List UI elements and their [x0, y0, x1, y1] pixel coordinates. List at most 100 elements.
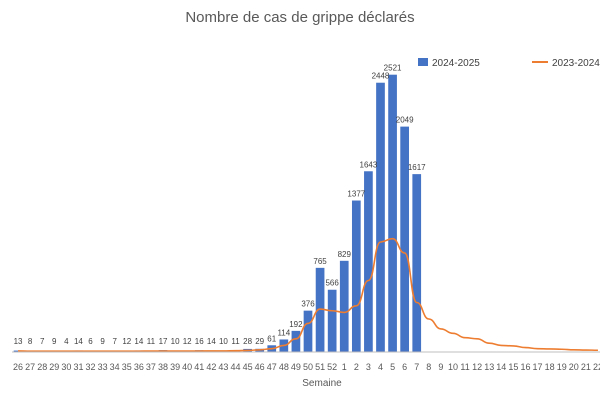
x-tick-1: 1 [342, 362, 347, 372]
data-label-31: 14 [74, 337, 83, 346]
x-tick-43: 43 [218, 362, 228, 372]
line-2023-2024 [18, 237, 598, 352]
x-tick-30: 30 [61, 362, 71, 372]
bar-2 [351, 200, 361, 352]
data-label-29: 9 [52, 337, 57, 346]
data-label-27: 8 [28, 337, 33, 346]
bar-6 [400, 126, 410, 352]
data-label-26: 13 [14, 337, 23, 346]
x-tick-8: 8 [426, 362, 431, 372]
x-tick-4: 4 [378, 362, 383, 372]
x-tick-33: 33 [98, 362, 108, 372]
data-label-34: 7 [112, 337, 117, 346]
data-label-42: 14 [207, 337, 216, 346]
x-tick-49: 49 [291, 362, 301, 372]
x-tick-9: 9 [438, 362, 443, 372]
bar-51 [315, 267, 325, 352]
legend-swatch-2024-2025 [418, 58, 428, 66]
x-axis-title: Semaine [302, 378, 342, 389]
x-tick-2: 2 [354, 362, 359, 372]
data-label-44: 11 [231, 337, 240, 346]
x-tick-36: 36 [134, 362, 144, 372]
data-label-7: 1617 [408, 163, 426, 172]
data-label-38: 17 [159, 337, 168, 346]
x-tick-48: 48 [279, 362, 289, 372]
x-tick-21: 21 [581, 362, 591, 372]
x-tick-40: 40 [182, 362, 192, 372]
data-label-33: 9 [100, 337, 105, 346]
legend-label-2024-2025: 2024-2025 [432, 58, 480, 69]
x-tick-6: 6 [402, 362, 407, 372]
x-tick-35: 35 [122, 362, 132, 372]
x-tick-41: 41 [194, 362, 204, 372]
data-label-48: 114 [277, 328, 290, 337]
data-label-35: 12 [122, 337, 131, 346]
legend-label-2023-2024: 2023-2024 [552, 58, 600, 69]
x-tick-50: 50 [303, 362, 313, 372]
bar-4 [376, 82, 385, 352]
data-label-32: 6 [88, 337, 93, 346]
data-label-46: 29 [255, 337, 264, 346]
line-layer [18, 237, 598, 352]
data-label-36: 14 [134, 337, 143, 346]
data-label-50: 376 [301, 300, 315, 309]
data-label-37: 11 [147, 337, 156, 346]
data-label-43: 10 [219, 337, 228, 346]
x-tick-14: 14 [496, 362, 506, 372]
bar-1 [339, 260, 349, 352]
x-tick-51: 51 [315, 362, 325, 372]
bar-50 [303, 310, 313, 352]
bar-52 [327, 289, 337, 352]
data-label-39: 10 [171, 337, 180, 346]
x-tick-34: 34 [110, 362, 120, 372]
data-label-3: 1643 [360, 160, 378, 169]
x-tick-labels: 26 27 28 29 30 31 32 33 34 35 36 37 38 39 40 41 42 43 44 45… [13, 362, 600, 372]
data-label-52: 566 [325, 279, 339, 288]
bar-49 [291, 330, 301, 352]
x-tick-32: 32 [86, 362, 96, 372]
bars-layer [13, 74, 422, 353]
x-tick-28: 28 [37, 362, 47, 372]
data-label-49: 192 [289, 320, 303, 329]
x-tick-18: 18 [545, 362, 555, 372]
data-label-51: 765 [313, 257, 327, 266]
x-tick-38: 38 [158, 362, 168, 372]
x-tick-7: 7 [414, 362, 419, 372]
x-tick-45: 45 [243, 362, 253, 372]
data-label-4: 2448 [372, 72, 390, 81]
x-tick-37: 37 [146, 362, 156, 372]
bar-3 [364, 171, 373, 352]
x-tick-31: 31 [73, 362, 83, 372]
x-tick-17: 17 [533, 362, 543, 372]
x-tick-19: 19 [557, 362, 567, 372]
data-label-45: 28 [243, 337, 252, 346]
data-label-47: 61 [267, 334, 276, 343]
x-tick-27: 27 [25, 362, 35, 372]
x-tick-22: 22 [593, 362, 600, 372]
x-tick-52: 52 [327, 362, 337, 372]
data-label-1: 829 [338, 250, 352, 259]
bar-5 [388, 74, 397, 352]
data-label-41: 16 [195, 337, 204, 346]
x-tick-46: 46 [255, 362, 265, 372]
x-tick-16: 16 [520, 362, 530, 372]
x-tick-20: 20 [569, 362, 579, 372]
data-label-28: 7 [40, 337, 45, 346]
x-tick-5: 5 [390, 362, 395, 372]
legend: 2024-2025 2023-2024 [418, 58, 600, 69]
chart-title: Nombre de cas de grippe déclarés [185, 9, 414, 26]
data-label-5: 2521 [384, 64, 402, 73]
x-tick-15: 15 [508, 362, 518, 372]
data-label-2: 1377 [347, 190, 365, 199]
data-labels: 13 8 7 9 4 14 6 9 7 12 14 11 17 10 12 16 14 10 11 28 29 61114… [14, 64, 427, 346]
x-tick-13: 13 [484, 362, 494, 372]
x-tick-44: 44 [231, 362, 241, 372]
x-tick-11: 11 [460, 362, 469, 372]
bar-26 [13, 350, 23, 352]
x-tick-26: 26 [13, 362, 23, 372]
x-tick-10: 10 [448, 362, 458, 372]
x-tick-29: 29 [49, 362, 59, 372]
bar-7 [412, 174, 422, 352]
x-tick-12: 12 [472, 362, 482, 372]
